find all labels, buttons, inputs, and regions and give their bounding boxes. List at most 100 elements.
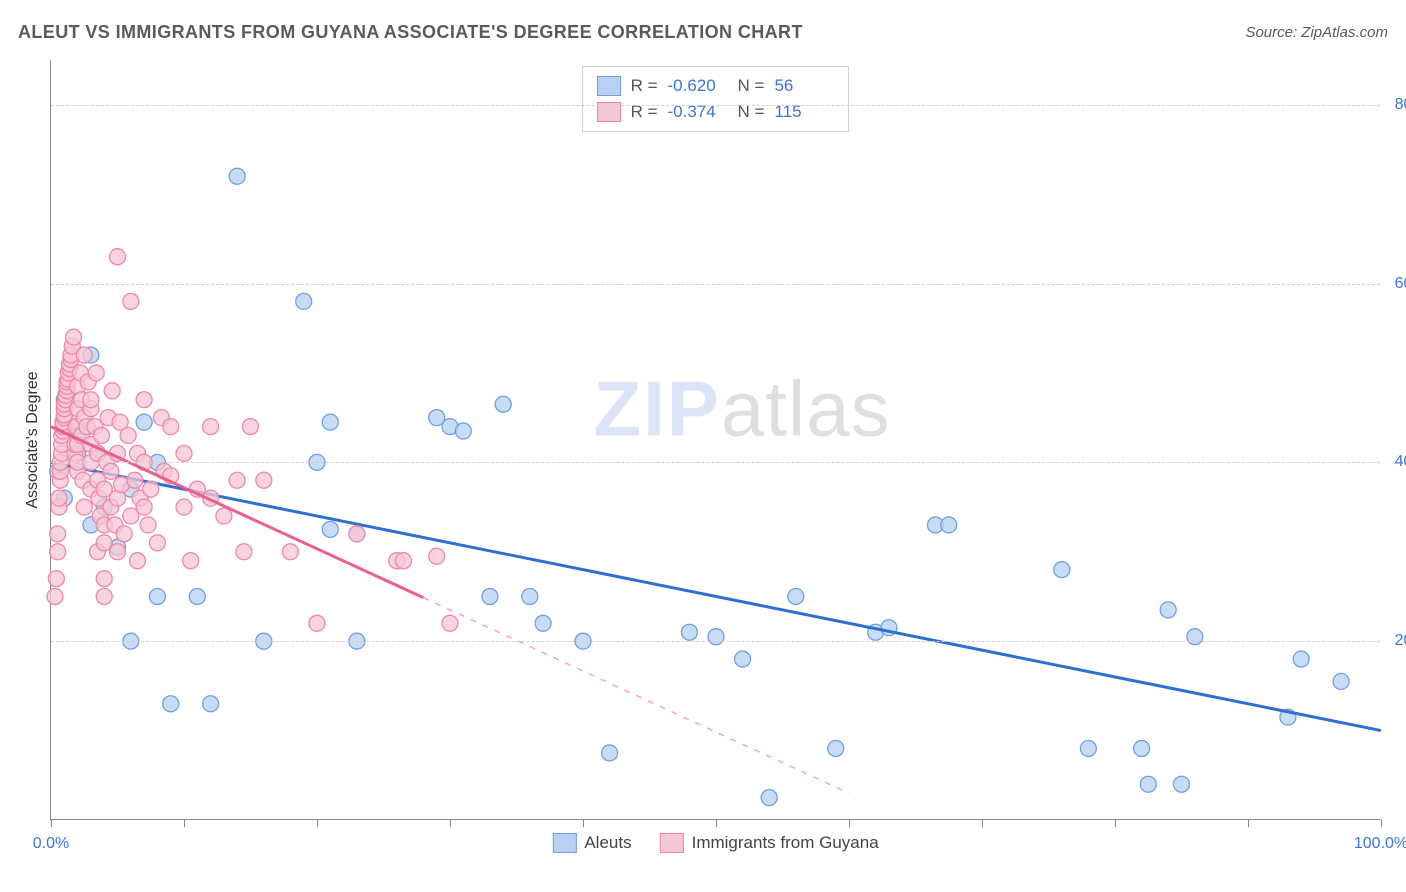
data-point [47, 588, 63, 604]
y-tick-label: 60.0% [1385, 275, 1406, 293]
x-tick [583, 819, 584, 827]
data-point [482, 588, 498, 604]
data-point [1134, 740, 1150, 756]
x-tick [51, 819, 52, 827]
data-point [256, 472, 272, 488]
data-point [442, 615, 458, 631]
data-point [110, 249, 126, 265]
data-point [51, 490, 67, 506]
data-point [761, 790, 777, 806]
x-tick [450, 819, 451, 827]
data-point [229, 168, 245, 184]
data-point [495, 396, 511, 412]
data-point [136, 499, 152, 515]
data-point [522, 588, 538, 604]
data-point [216, 508, 232, 524]
data-point [1080, 740, 1096, 756]
data-point [229, 472, 245, 488]
data-point [163, 419, 179, 435]
legend-series-item: Immigrants from Guyana [660, 833, 879, 853]
legend-series: Aleuts Immigrants from Guyana [552, 833, 878, 853]
data-point [708, 629, 724, 645]
data-point [349, 526, 365, 542]
data-point [127, 472, 143, 488]
data-point [120, 428, 136, 444]
data-point [96, 571, 112, 587]
data-point [828, 740, 844, 756]
data-point [1174, 776, 1190, 792]
data-point [1333, 673, 1349, 689]
data-point [123, 293, 139, 309]
data-point [176, 499, 192, 515]
x-tick [1115, 819, 1116, 827]
trend-line-extrapolated [423, 598, 849, 794]
data-point [602, 745, 618, 761]
source-attribution: Source: ZipAtlas.com [1245, 24, 1388, 41]
data-point [282, 544, 298, 560]
data-point [788, 588, 804, 604]
y-axis-label: Associate's Degree [24, 371, 42, 508]
legend-swatch [660, 833, 684, 853]
data-point [243, 419, 259, 435]
data-point [176, 445, 192, 461]
data-point [183, 553, 199, 569]
data-point [535, 615, 551, 631]
data-point [143, 481, 159, 497]
data-point [76, 499, 92, 515]
x-tick [982, 819, 983, 827]
trend-line [51, 462, 1381, 730]
x-tick [1248, 819, 1249, 827]
data-point [1293, 651, 1309, 667]
data-point [429, 548, 445, 564]
data-point [236, 544, 252, 560]
data-point [189, 588, 205, 604]
data-point [735, 651, 751, 667]
data-point [88, 365, 104, 381]
scatter-chart: Associate's Degree ZIPatlas R =-0.620N =… [50, 60, 1380, 820]
y-tick-label: 80.0% [1385, 96, 1406, 114]
data-point [103, 463, 119, 479]
data-point [163, 696, 179, 712]
x-tick [849, 819, 850, 827]
data-point [1140, 776, 1156, 792]
legend-series-item: Aleuts [552, 833, 631, 853]
data-point [395, 553, 411, 569]
gridline [51, 105, 1380, 106]
data-point [110, 544, 126, 560]
legend-series-label: Aleuts [584, 833, 631, 853]
data-point [681, 624, 697, 640]
x-tick-label: 0.0% [33, 835, 69, 853]
gridline [51, 641, 1380, 642]
data-point [48, 571, 64, 587]
gridline [51, 462, 1380, 463]
y-tick-label: 40.0% [1385, 453, 1406, 471]
x-tick [716, 819, 717, 827]
data-point [149, 535, 165, 551]
data-point [116, 526, 132, 542]
data-point [941, 517, 957, 533]
data-point [309, 615, 325, 631]
gridline [51, 284, 1380, 285]
chart-svg [51, 60, 1380, 819]
x-tick-label: 100.0% [1354, 835, 1406, 853]
data-point [136, 392, 152, 408]
data-point [203, 419, 219, 435]
legend-swatch [552, 833, 576, 853]
data-point [203, 696, 219, 712]
x-tick [317, 819, 318, 827]
data-point [96, 588, 112, 604]
y-tick-label: 20.0% [1385, 632, 1406, 650]
x-tick [1381, 819, 1382, 827]
data-point [322, 521, 338, 537]
data-point [76, 347, 92, 363]
data-point [140, 517, 156, 533]
data-point [94, 428, 110, 444]
data-point [296, 293, 312, 309]
data-point [50, 544, 66, 560]
data-point [455, 423, 471, 439]
data-point [50, 526, 66, 542]
data-point [136, 414, 152, 430]
data-point [104, 383, 120, 399]
data-point [1187, 629, 1203, 645]
chart-title: ALEUT VS IMMIGRANTS FROM GUYANA ASSOCIAT… [18, 22, 803, 42]
